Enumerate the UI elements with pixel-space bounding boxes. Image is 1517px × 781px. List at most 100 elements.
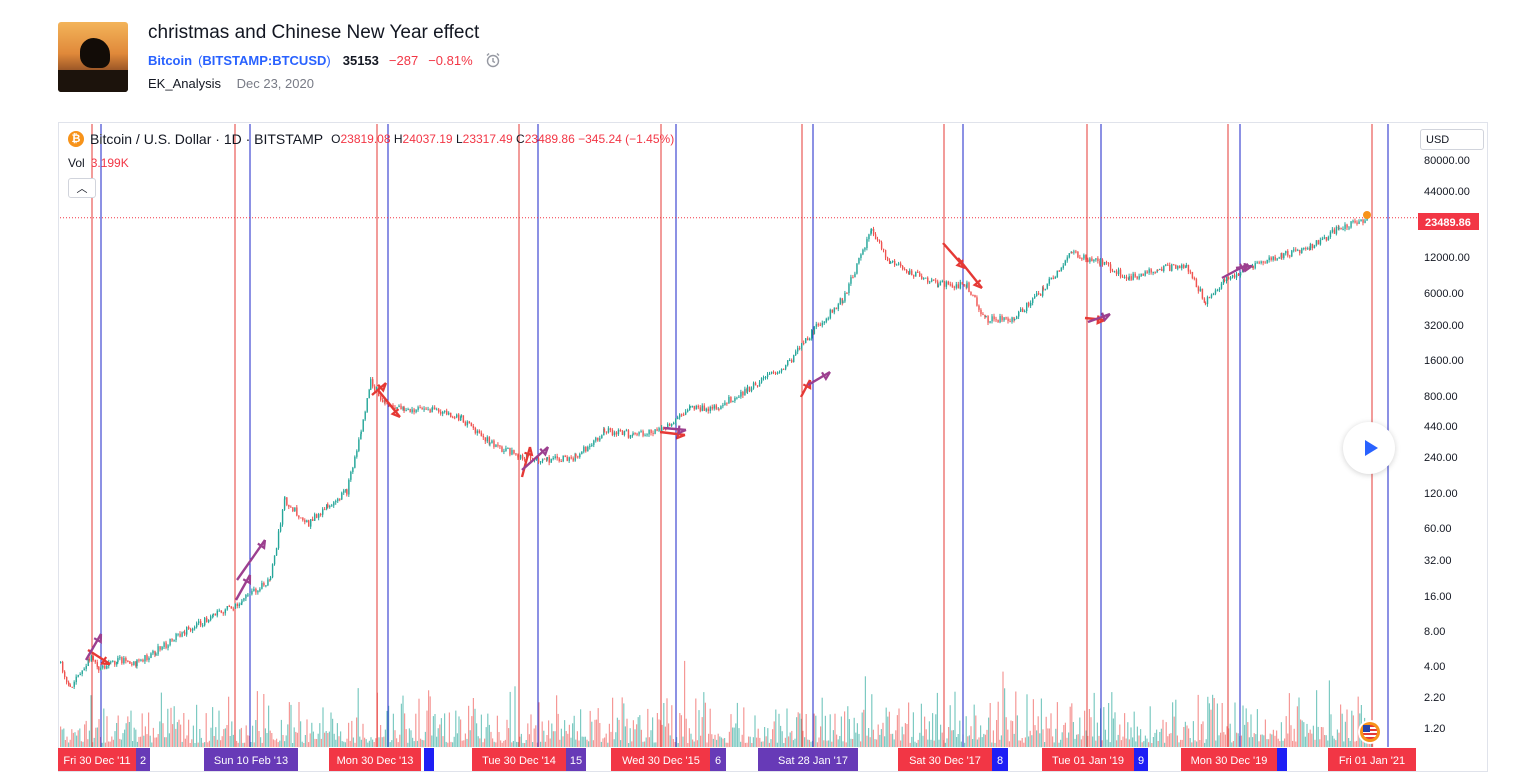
volume-bar	[71, 729, 73, 747]
arrow-head-red	[100, 656, 111, 666]
volume-bar	[445, 741, 447, 747]
y-tick-label: 1600.00	[1424, 355, 1464, 367]
volume-bar	[1119, 724, 1121, 747]
candle-body	[77, 674, 79, 677]
volume-bar	[607, 742, 609, 747]
candle-body	[1223, 279, 1226, 282]
volume-bar	[1012, 721, 1014, 747]
candle-body	[685, 411, 687, 415]
candle-body	[374, 386, 376, 391]
candle-body	[1156, 269, 1158, 273]
candle-body	[1071, 251, 1073, 253]
volume-bar	[1285, 716, 1287, 747]
volume-bar	[564, 720, 566, 747]
candle-body	[640, 431, 642, 433]
candle-body	[1016, 316, 1018, 319]
volume-bar	[975, 715, 977, 747]
volume-bar	[1309, 729, 1311, 747]
volume-bar	[1002, 671, 1004, 747]
volume-bar	[741, 734, 743, 747]
volume-bar	[1004, 688, 1006, 747]
candle-body	[290, 506, 292, 508]
candle-body	[1138, 276, 1140, 279]
volume-bar	[604, 737, 606, 747]
candle-body	[352, 467, 354, 472]
volume-bar	[152, 727, 154, 747]
idea-meta: EK_Analysis Dec 23, 2020	[148, 76, 314, 91]
author-name[interactable]: EK_Analysis	[148, 76, 221, 91]
volume-bar	[1325, 735, 1327, 747]
volume-bar	[501, 742, 503, 747]
candle-body	[587, 446, 589, 452]
symbol-exchange-link[interactable]: (BITSTAMP:BTCUSD)	[198, 52, 331, 68]
candle-body	[296, 507, 298, 516]
candle-body	[482, 435, 485, 438]
volume-bar	[952, 730, 954, 747]
alarm-clock-icon[interactable]	[485, 52, 501, 68]
volume-bar	[1172, 702, 1174, 747]
author-avatar[interactable]	[58, 22, 128, 92]
candle-body	[1134, 273, 1136, 277]
candle-body	[1107, 262, 1110, 265]
candle-body	[860, 254, 862, 258]
volume-bar	[328, 731, 330, 747]
volume-bar	[144, 726, 146, 747]
candle-body	[1323, 237, 1326, 239]
volume-bar	[191, 739, 193, 747]
volume-bar	[629, 728, 631, 747]
time-axis-label-box	[1134, 748, 1148, 771]
candle-body	[1233, 275, 1236, 278]
candle-body	[400, 405, 402, 410]
volume-bar	[439, 724, 441, 747]
volume-bar	[866, 735, 868, 747]
currency-selector[interactable]: USD	[1420, 129, 1484, 150]
volume-bar	[594, 719, 596, 747]
candle-body	[707, 408, 710, 411]
candle-body	[541, 458, 544, 462]
volume-bar	[1264, 719, 1266, 747]
candle-body	[841, 298, 844, 303]
chart-frame[interactable]	[58, 122, 1488, 772]
candle-body	[1128, 276, 1130, 280]
time-axis-label-box	[1328, 748, 1416, 771]
volume-bar	[789, 732, 791, 747]
volume-bar	[1093, 692, 1095, 747]
candle-body	[548, 457, 550, 463]
y-tick-label: 3200.00	[1424, 320, 1464, 332]
volume-bar	[436, 736, 438, 747]
candle-body	[629, 435, 632, 438]
symbol-name-link[interactable]: Bitcoin	[148, 52, 193, 68]
y-tick-label: 2.20	[1424, 692, 1445, 704]
candle-body	[1319, 239, 1322, 245]
candle-body	[1276, 258, 1278, 260]
candle-body	[687, 409, 689, 412]
candle-body	[1113, 271, 1116, 273]
volume-bar	[1026, 694, 1028, 747]
volume-bar	[680, 715, 682, 747]
volume-bar	[308, 742, 310, 747]
volume-bar	[1140, 729, 1142, 747]
candle-body	[407, 408, 409, 410]
candle-body	[1222, 279, 1225, 284]
candle-body	[472, 426, 475, 428]
volume-bar	[762, 741, 764, 747]
legend-symbol[interactable]: Bitcoin / U.S. Dollar · 1D · BITSTAMP	[90, 131, 324, 147]
candle-body	[917, 271, 919, 273]
volume-bar	[1255, 734, 1257, 747]
volume-bar	[965, 716, 967, 747]
volume-bar	[540, 741, 542, 747]
candle-body	[997, 319, 999, 323]
volume-bar	[840, 716, 842, 747]
volume-bar	[1096, 722, 1098, 747]
volume-bar	[1271, 734, 1273, 747]
volume-bar	[1188, 728, 1190, 747]
volume-bar	[74, 732, 76, 747]
volume-bar	[1136, 726, 1138, 747]
volume-bar	[485, 727, 487, 747]
candle-body	[1305, 248, 1307, 250]
volume-bar	[624, 726, 626, 747]
play-icon[interactable]	[1343, 422, 1395, 474]
candle-body	[568, 457, 570, 461]
chevron-up-icon[interactable]: ︿	[68, 178, 96, 198]
